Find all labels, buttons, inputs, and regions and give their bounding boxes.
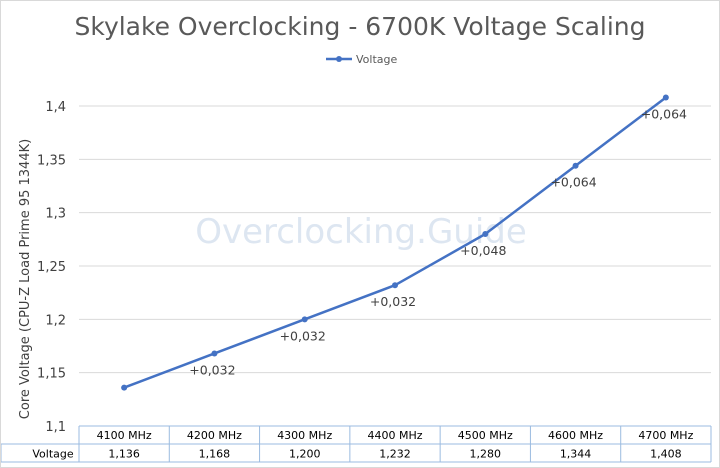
data-label: +0,032 — [280, 328, 326, 343]
table-cell: 1,232 — [379, 448, 411, 461]
table-cell: 1,344 — [560, 448, 592, 461]
y-tick-label: 1,4 — [45, 100, 66, 115]
legend: Voltage — [326, 53, 397, 66]
table-row-header: Voltage — [32, 448, 73, 461]
data-point — [662, 94, 669, 101]
table-cell: 1,280 — [470, 448, 502, 461]
x-tick-label: 4500 MHz — [458, 429, 513, 442]
legend-point-marker — [336, 56, 342, 62]
gridlines — [79, 105, 711, 427]
y-tick-label: 1,25 — [37, 260, 66, 275]
y-tick-label: 1,3 — [45, 207, 66, 222]
x-tick-label: 4700 MHz — [638, 429, 693, 442]
table-cell: 1,408 — [650, 448, 682, 461]
data-label: +0,032 — [370, 294, 416, 309]
data-label: +0,064 — [641, 106, 687, 121]
x-tick-label: 4300 MHz — [277, 429, 332, 442]
data-point — [121, 384, 128, 391]
data-label: +0,048 — [460, 243, 506, 258]
data-point — [482, 231, 489, 237]
y-tick-label: 1,1 — [45, 420, 66, 435]
x-tick-label: 4200 MHz — [187, 429, 242, 442]
data-labels: +0,032 +0,032 +0,032 +0,048 +0,064 +0,064 — [189, 106, 687, 377]
table-cell: 1,168 — [199, 448, 231, 461]
y-tick-label: 1,35 — [37, 153, 66, 168]
y-axis-ticks: 1,1 1,15 1,2 1,25 1,3 1,35 1,4 — [37, 100, 66, 435]
data-label: +0,032 — [189, 362, 235, 377]
x-tick-label: 4600 MHz — [548, 429, 603, 442]
data-point — [211, 350, 218, 357]
chart-title: Skylake Overclocking - 6700K Voltage Sca… — [74, 12, 645, 41]
data-point — [392, 282, 398, 289]
series-voltage — [121, 94, 669, 391]
y-tick-label: 1,15 — [37, 367, 66, 382]
data-table: Voltage 4100 MHz 4200 MHz 4300 MHz 4400 MHz… — [1, 425, 712, 463]
watermark: Overclocking.Guide — [195, 212, 527, 252]
data-label: +0,064 — [550, 175, 596, 190]
table-cell: 1,136 — [108, 448, 140, 461]
y-tick-label: 1,2 — [45, 313, 66, 328]
x-tick-label: 4100 MHz — [97, 429, 152, 442]
x-tick-label: 4400 MHz — [367, 429, 422, 442]
data-point — [572, 162, 579, 169]
data-point — [301, 316, 308, 323]
table-cell: 1,200 — [289, 448, 321, 461]
legend-label: Voltage — [356, 53, 397, 66]
y-axis-label: Core Voltage (CPU-Z Load Prime 95 1344K) — [18, 139, 33, 419]
